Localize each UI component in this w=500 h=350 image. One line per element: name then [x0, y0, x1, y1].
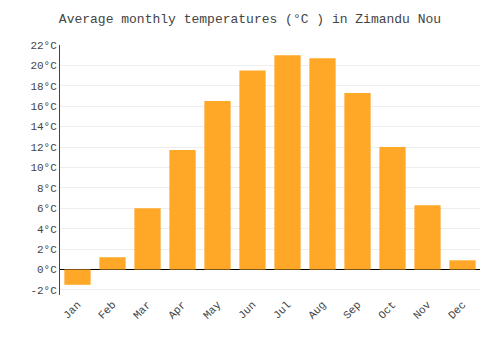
svg-text:Sep: Sep — [341, 299, 363, 321]
svg-text:Dec: Dec — [446, 299, 468, 321]
svg-text:6°C: 6°C — [37, 203, 57, 215]
svg-text:0°C: 0°C — [37, 264, 57, 276]
svg-text:10°C: 10°C — [30, 162, 57, 174]
svg-text:Oct: Oct — [376, 299, 398, 321]
svg-text:4°C: 4°C — [37, 224, 57, 236]
svg-text:8°C: 8°C — [37, 183, 57, 195]
svg-text:22°C: 22°C — [30, 40, 57, 52]
svg-text:16°C: 16°C — [30, 101, 57, 113]
svg-text:18°C: 18°C — [30, 81, 57, 93]
svg-text:Nov: Nov — [411, 299, 434, 322]
svg-text:20°C: 20°C — [30, 60, 57, 72]
svg-text:-2°C: -2°C — [30, 285, 57, 297]
svg-text:Jan: Jan — [61, 299, 83, 321]
svg-text:14°C: 14°C — [30, 121, 57, 133]
svg-text:Aug: Aug — [306, 299, 328, 321]
svg-text:Feb: Feb — [96, 299, 118, 321]
svg-text:Jun: Jun — [236, 299, 258, 321]
svg-text:Mar: Mar — [131, 299, 153, 321]
svg-text:Average monthly temperatures (: Average monthly temperatures (°C ) in Zi… — [59, 12, 441, 27]
svg-text:2°C: 2°C — [37, 244, 57, 256]
svg-text:12°C: 12°C — [30, 142, 57, 154]
svg-text:Jul: Jul — [271, 299, 293, 321]
svg-text:Apr: Apr — [166, 299, 188, 321]
svg-text:May: May — [201, 299, 224, 322]
